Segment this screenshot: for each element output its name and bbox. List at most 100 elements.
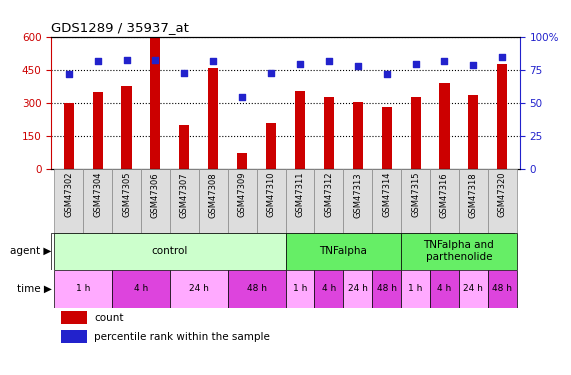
Point: [382, 71, 391, 77]
Bar: [488, 270, 517, 308]
Bar: [343, 270, 372, 308]
Bar: [93, 92, 103, 169]
Bar: [372, 169, 401, 232]
Text: 4 h: 4 h: [134, 284, 148, 293]
Point: [93, 58, 102, 64]
Bar: [440, 83, 449, 169]
Point: [267, 70, 276, 76]
Text: 24 h: 24 h: [189, 284, 209, 293]
Text: GSM47315: GSM47315: [411, 172, 420, 217]
Text: GSM47314: GSM47314: [382, 172, 391, 217]
Bar: [497, 64, 507, 169]
Text: GSM47308: GSM47308: [209, 172, 218, 217]
Text: GDS1289 / 35937_at: GDS1289 / 35937_at: [51, 21, 189, 34]
Bar: [64, 103, 74, 169]
Point: [411, 61, 420, 67]
Text: GSM47304: GSM47304: [93, 172, 102, 217]
Text: GSM47312: GSM47312: [324, 172, 333, 217]
Bar: [430, 169, 459, 232]
Point: [295, 61, 304, 67]
Text: 24 h: 24 h: [348, 284, 368, 293]
Point: [238, 93, 247, 99]
Bar: [122, 86, 131, 169]
Bar: [150, 38, 160, 169]
Text: GSM47318: GSM47318: [469, 172, 478, 217]
Bar: [372, 270, 401, 308]
Point: [440, 58, 449, 64]
Text: GSM47302: GSM47302: [64, 172, 73, 217]
Bar: [315, 270, 343, 308]
Text: 4 h: 4 h: [321, 284, 336, 293]
Point: [64, 71, 73, 77]
Text: GSM47309: GSM47309: [238, 172, 247, 217]
Bar: [54, 169, 83, 232]
Bar: [286, 270, 315, 308]
Text: TNFalpha and
parthenolide: TNFalpha and parthenolide: [424, 240, 494, 262]
Bar: [430, 270, 459, 308]
Bar: [401, 169, 430, 232]
Bar: [228, 270, 286, 308]
Point: [151, 57, 160, 63]
Bar: [256, 169, 286, 232]
Point: [208, 58, 218, 64]
Text: count: count: [94, 313, 123, 323]
Bar: [315, 169, 343, 232]
Bar: [237, 153, 247, 169]
Bar: [324, 96, 334, 169]
Bar: [343, 169, 372, 232]
Text: 48 h: 48 h: [377, 284, 397, 293]
Bar: [228, 169, 256, 232]
Text: percentile rank within the sample: percentile rank within the sample: [94, 332, 270, 342]
Text: 4 h: 4 h: [437, 284, 452, 293]
Bar: [141, 169, 170, 232]
Bar: [411, 96, 421, 169]
Bar: [353, 102, 363, 169]
Bar: [459, 169, 488, 232]
Bar: [54, 270, 112, 308]
Point: [180, 70, 189, 76]
Bar: [170, 270, 228, 308]
Text: control: control: [152, 246, 188, 256]
Bar: [266, 123, 276, 169]
Bar: [61, 330, 87, 343]
Text: 48 h: 48 h: [492, 284, 512, 293]
Bar: [381, 108, 392, 169]
Bar: [401, 232, 517, 270]
Text: GSM47306: GSM47306: [151, 172, 160, 217]
Bar: [170, 169, 199, 232]
Text: 1 h: 1 h: [293, 284, 307, 293]
Text: TNFalpha: TNFalpha: [319, 246, 367, 256]
Bar: [459, 270, 488, 308]
Point: [324, 58, 333, 64]
Bar: [208, 68, 218, 169]
Point: [469, 62, 478, 68]
Text: GSM47305: GSM47305: [122, 172, 131, 217]
Bar: [112, 169, 141, 232]
Bar: [61, 311, 87, 324]
Text: 1 h: 1 h: [76, 284, 90, 293]
Bar: [286, 232, 401, 270]
Bar: [286, 169, 315, 232]
Bar: [295, 91, 305, 169]
Point: [122, 57, 131, 63]
Text: 1 h: 1 h: [408, 284, 423, 293]
Text: GSM47316: GSM47316: [440, 172, 449, 217]
Text: GSM47320: GSM47320: [498, 172, 507, 217]
Bar: [83, 169, 112, 232]
Text: GSM47313: GSM47313: [353, 172, 362, 217]
Text: agent ▶: agent ▶: [10, 246, 51, 256]
Point: [498, 54, 507, 60]
Text: GSM47307: GSM47307: [180, 172, 189, 217]
Text: time ▶: time ▶: [17, 284, 51, 294]
Text: GSM47310: GSM47310: [267, 172, 276, 217]
Bar: [199, 169, 228, 232]
Bar: [112, 270, 170, 308]
Bar: [488, 169, 517, 232]
Text: 48 h: 48 h: [247, 284, 267, 293]
Text: GSM47311: GSM47311: [295, 172, 304, 217]
Text: 24 h: 24 h: [464, 284, 483, 293]
Bar: [179, 125, 190, 169]
Bar: [401, 270, 430, 308]
Bar: [54, 232, 286, 270]
Point: [353, 63, 363, 69]
